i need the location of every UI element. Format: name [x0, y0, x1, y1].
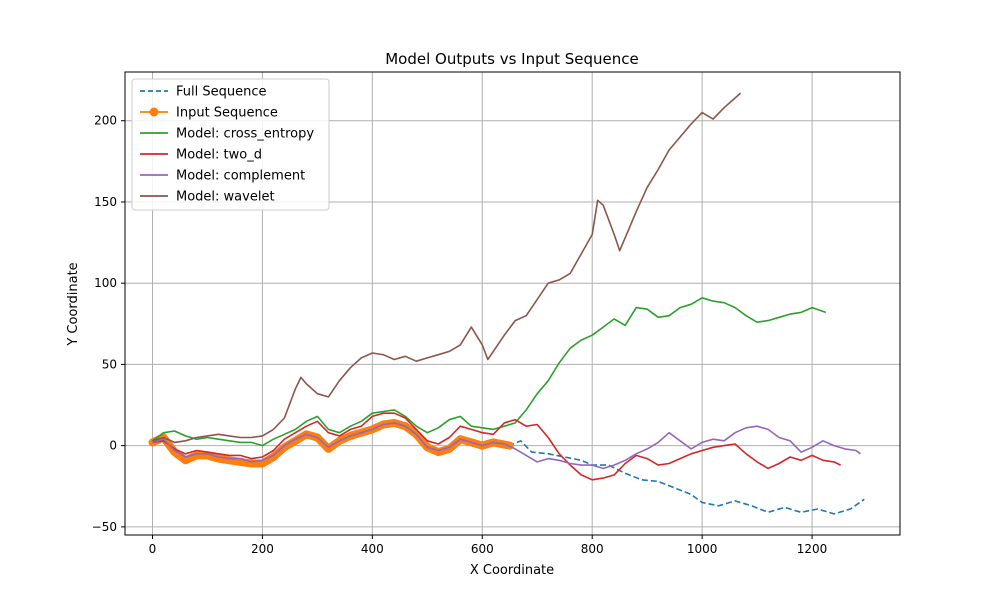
y-axis-label: Y Coordinate — [66, 262, 81, 346]
y-tick-label: 50 — [102, 357, 117, 371]
legend-label-model-two-d: Model: two_d — [176, 148, 262, 163]
legend-box — [131, 78, 330, 211]
y-tick-label: 200 — [94, 114, 117, 128]
series-input-sequence — [148, 418, 514, 468]
legend-label-model-cross-entropy: Model: cross_entropy — [176, 127, 314, 142]
series-model-cross-entropy — [152, 297, 827, 447]
x-tick-label: 400 — [361, 542, 384, 556]
x-axis-label: X Coordinate — [470, 563, 554, 578]
x-tick-label: 600 — [471, 542, 494, 556]
x-tick-label: 800 — [581, 542, 604, 556]
axis-ticks: 0 200 400 600 800 1000 1200 −50 0 50 100 150 200 — [92, 114, 828, 556]
legend: Full Sequence Input Sequence Model: cross_… — [131, 78, 330, 211]
legend-label-model-wavelet: Model: wavelet — [176, 190, 275, 205]
legend-label-input-sequence: Input Sequence — [176, 106, 278, 121]
y-tick-label: −50 — [92, 520, 117, 534]
y-tick-label: 150 — [94, 195, 117, 209]
legend-marker-input-sequence — [149, 107, 159, 117]
y-tick-label: 100 — [94, 276, 117, 290]
chart-title: Model Outputs vs Input Sequence — [385, 50, 639, 68]
plot-series — [148, 92, 865, 515]
y-tick-label: 0 — [109, 439, 117, 453]
plot-frame — [124, 71, 901, 536]
x-tick-label: 0 — [149, 542, 157, 556]
series-model-complement — [152, 422, 861, 470]
x-tick-label: 1000 — [687, 542, 718, 556]
series-model-wavelet — [152, 92, 742, 444]
legend-label-full-sequence: Full Sequence — [176, 85, 267, 100]
grid — [125, 72, 900, 535]
x-tick-label: 1200 — [797, 542, 828, 556]
x-tick-label: 200 — [251, 542, 274, 556]
legend-label-model-complement: Model: complement — [176, 169, 305, 184]
series-model-two-d — [152, 412, 841, 481]
